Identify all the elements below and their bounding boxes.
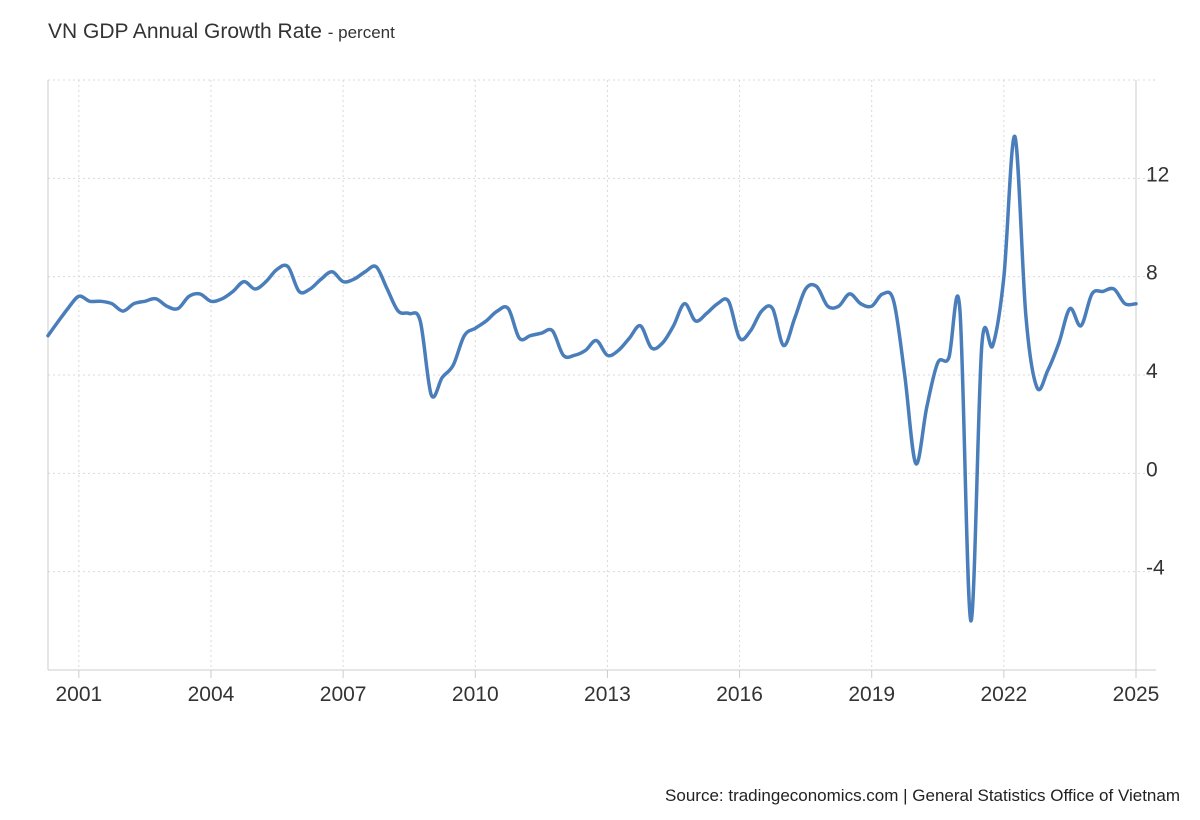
source-note: Source: tradingeconomics.com | General S… <box>665 786 1180 805</box>
x-tick-label: 2022 <box>980 683 1027 706</box>
chart-subtitle: - percent <box>327 23 395 42</box>
y-tick-label: 12 <box>1146 163 1169 186</box>
y-tick-label: 0 <box>1146 458 1158 481</box>
grid <box>48 79 1156 670</box>
x-tick-label: 2019 <box>848 683 895 706</box>
chart-title: VN GDP Annual Growth Rate - percent <box>48 20 395 44</box>
series-line-gdp-growth <box>46 134 1138 623</box>
series-lines <box>46 134 1138 623</box>
x-tick-label: 2004 <box>188 683 235 706</box>
x-tick-label: 2001 <box>55 683 102 706</box>
x-tick-label: 2010 <box>452 683 499 706</box>
y-axis-labels: -4 0 4 8 12 <box>1146 163 1169 579</box>
x-tick-label: 2025 <box>1113 683 1160 706</box>
y-tick-label: -4 <box>1146 557 1165 580</box>
x-axis-labels: 2001 2004 2007 2010 2013 2016 2019 2022 2025 <box>55 683 1159 706</box>
axes <box>47 80 1156 678</box>
y-tick-label: 8 <box>1146 262 1158 285</box>
x-tick-label: 2016 <box>716 683 763 706</box>
chart-title-text: VN GDP Annual Growth Rate <box>48 20 322 43</box>
x-tick-label: 2007 <box>320 683 367 706</box>
x-tick-label: 2013 <box>584 683 631 706</box>
y-tick-label: 4 <box>1146 360 1158 383</box>
